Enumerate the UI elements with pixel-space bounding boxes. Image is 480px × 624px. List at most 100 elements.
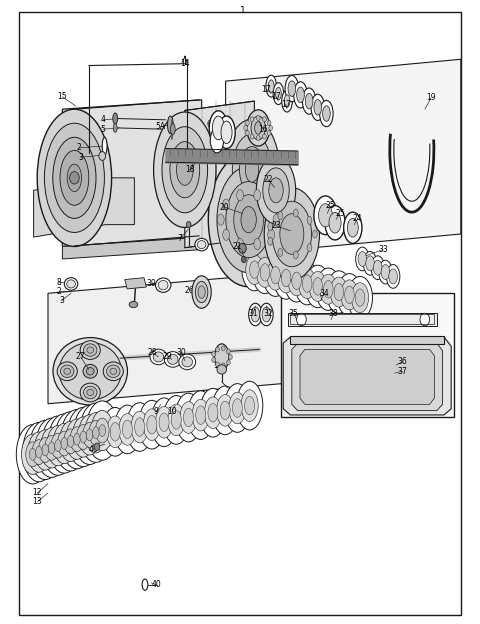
Ellipse shape <box>320 100 333 127</box>
Ellipse shape <box>293 251 298 259</box>
Text: 7: 7 <box>178 234 182 243</box>
Circle shape <box>256 115 260 120</box>
Text: 2: 2 <box>56 287 61 296</box>
Ellipse shape <box>285 76 299 102</box>
Ellipse shape <box>284 260 309 302</box>
Ellipse shape <box>269 178 283 203</box>
Ellipse shape <box>84 386 97 399</box>
Ellipse shape <box>210 128 224 153</box>
Ellipse shape <box>60 150 89 205</box>
Text: 27: 27 <box>76 353 85 361</box>
Ellipse shape <box>142 579 148 590</box>
Ellipse shape <box>240 147 264 193</box>
Ellipse shape <box>251 307 260 322</box>
Ellipse shape <box>72 417 95 457</box>
Ellipse shape <box>47 426 69 466</box>
Ellipse shape <box>232 399 242 417</box>
Ellipse shape <box>53 137 96 218</box>
Ellipse shape <box>84 344 97 356</box>
Ellipse shape <box>237 238 243 250</box>
Ellipse shape <box>305 94 313 109</box>
Ellipse shape <box>126 402 153 451</box>
Ellipse shape <box>256 257 274 287</box>
Ellipse shape <box>288 266 305 296</box>
Text: 17: 17 <box>281 100 290 109</box>
Ellipse shape <box>344 212 362 243</box>
Ellipse shape <box>268 80 274 92</box>
Circle shape <box>256 135 260 140</box>
Ellipse shape <box>51 433 65 458</box>
Ellipse shape <box>86 368 94 375</box>
Ellipse shape <box>180 402 197 433</box>
Ellipse shape <box>363 251 377 275</box>
Polygon shape <box>185 101 254 248</box>
Bar <box>290 314 434 324</box>
Text: 9: 9 <box>154 407 158 416</box>
Ellipse shape <box>45 124 105 233</box>
Ellipse shape <box>76 424 90 449</box>
Ellipse shape <box>212 386 239 435</box>
Ellipse shape <box>273 83 284 104</box>
Ellipse shape <box>170 124 175 135</box>
Ellipse shape <box>80 383 100 402</box>
Ellipse shape <box>373 260 382 275</box>
Ellipse shape <box>64 429 77 454</box>
Ellipse shape <box>266 76 276 97</box>
Ellipse shape <box>237 190 243 201</box>
Ellipse shape <box>58 431 71 456</box>
Ellipse shape <box>264 188 320 280</box>
Ellipse shape <box>171 411 181 429</box>
Text: 38: 38 <box>329 309 338 318</box>
Ellipse shape <box>326 271 351 313</box>
Ellipse shape <box>86 401 119 461</box>
Ellipse shape <box>60 365 74 378</box>
Ellipse shape <box>143 409 160 441</box>
Text: 14: 14 <box>180 59 190 68</box>
Ellipse shape <box>281 270 291 287</box>
Ellipse shape <box>282 90 292 112</box>
Ellipse shape <box>345 286 354 304</box>
Circle shape <box>99 152 106 160</box>
Ellipse shape <box>64 368 71 374</box>
Text: 11: 11 <box>214 361 223 369</box>
Ellipse shape <box>355 289 365 306</box>
Ellipse shape <box>156 278 171 292</box>
Ellipse shape <box>329 212 341 233</box>
Ellipse shape <box>356 247 369 271</box>
Text: 25: 25 <box>335 209 345 218</box>
Ellipse shape <box>67 407 99 467</box>
Text: 37: 37 <box>397 367 407 376</box>
Text: 10: 10 <box>167 407 177 416</box>
Ellipse shape <box>313 278 323 295</box>
Ellipse shape <box>16 424 49 484</box>
Ellipse shape <box>70 427 84 452</box>
Text: 12: 12 <box>33 489 42 497</box>
Circle shape <box>420 313 430 326</box>
Ellipse shape <box>53 338 128 405</box>
Ellipse shape <box>36 418 68 477</box>
Ellipse shape <box>348 218 358 237</box>
Ellipse shape <box>314 100 322 115</box>
Ellipse shape <box>96 418 109 443</box>
Text: 35: 35 <box>289 309 299 318</box>
Ellipse shape <box>159 413 169 432</box>
Ellipse shape <box>192 276 211 308</box>
Text: 20: 20 <box>220 203 229 212</box>
Ellipse shape <box>67 164 82 192</box>
Ellipse shape <box>107 365 120 378</box>
Ellipse shape <box>102 407 128 456</box>
Ellipse shape <box>67 436 74 447</box>
Ellipse shape <box>131 411 148 443</box>
Ellipse shape <box>295 262 320 305</box>
Ellipse shape <box>324 281 333 298</box>
Ellipse shape <box>85 412 107 453</box>
Ellipse shape <box>183 408 193 427</box>
Text: 1: 1 <box>240 6 245 15</box>
Ellipse shape <box>196 406 206 424</box>
Ellipse shape <box>341 280 358 310</box>
Text: 23: 23 <box>271 222 281 230</box>
Ellipse shape <box>294 82 307 108</box>
Ellipse shape <box>316 268 341 311</box>
Ellipse shape <box>87 347 94 353</box>
Ellipse shape <box>302 88 316 114</box>
